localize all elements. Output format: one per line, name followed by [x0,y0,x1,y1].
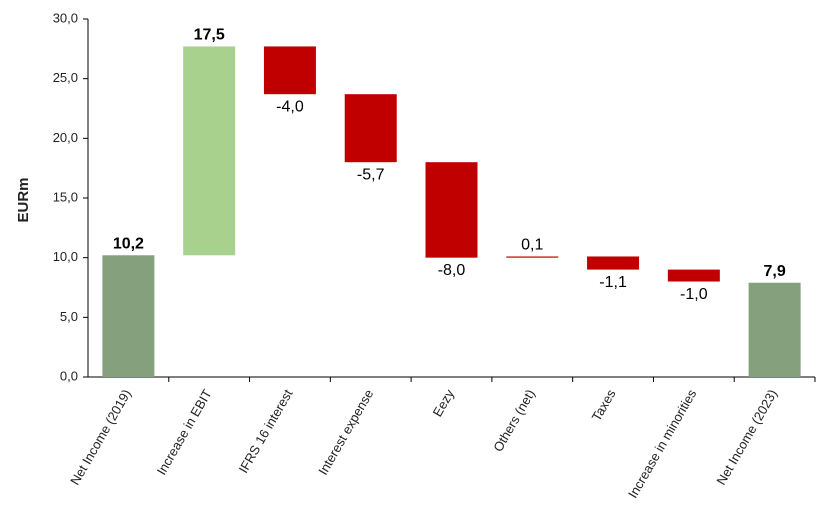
bar [183,46,236,256]
y-axis-label: EURm [15,177,32,222]
y-tick-label: 25,0 [53,70,78,85]
bar [587,256,640,270]
y-tick-label: 5,0 [60,309,78,324]
x-tick-label: Interest expense [315,387,376,478]
bar [344,94,397,163]
value-label: 7,9 [763,263,785,280]
x-tick-label: Net Income (2023) [713,387,780,488]
x-tick-label: Increase in EBIT [154,387,215,478]
value-label: -1,1 [599,274,627,291]
x-tick-label: Taxes [589,386,619,423]
bar [667,269,720,282]
bar [263,46,316,95]
y-tick-label: 20,0 [53,130,78,145]
bar [748,282,801,377]
value-label: -4,0 [276,98,304,115]
x-tick-label: Increase in minorities [625,386,700,500]
value-label: -1,0 [680,286,708,303]
value-label: -8,0 [438,262,466,279]
bar [506,256,559,258]
value-label: -5,7 [357,166,385,183]
bar [102,255,155,377]
x-tick-label: IFRS 16 interest [236,386,296,475]
value-label: 10,2 [113,235,144,252]
x-tick-label: Eezy [430,386,458,419]
y-tick-label: 15,0 [53,189,78,204]
bar [425,162,478,258]
value-label: 17,5 [194,27,225,44]
y-tick-label: 30,0 [53,10,78,25]
y-tick-label: 10,0 [53,249,78,264]
x-tick-label: Others (net) [490,387,538,455]
y-tick-label: 0,0 [60,368,78,383]
x-tick-label: Net Income (2019) [67,387,134,488]
value-label: 0,1 [521,237,543,254]
